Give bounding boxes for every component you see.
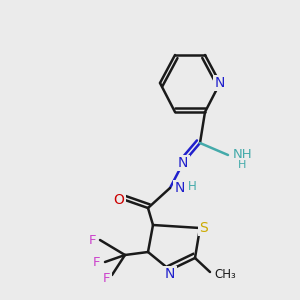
Text: N: N [165,267,175,281]
Text: S: S [200,221,208,235]
Text: CH₃: CH₃ [214,268,236,281]
Text: F: F [93,256,101,268]
Text: F: F [88,233,96,247]
Text: N: N [215,76,225,90]
Text: F: F [103,272,111,284]
Text: NH: NH [233,148,253,161]
Text: H: H [188,181,196,194]
Text: O: O [114,193,124,207]
Text: N: N [175,181,185,195]
Text: H: H [238,160,246,170]
Text: N: N [178,156,188,170]
